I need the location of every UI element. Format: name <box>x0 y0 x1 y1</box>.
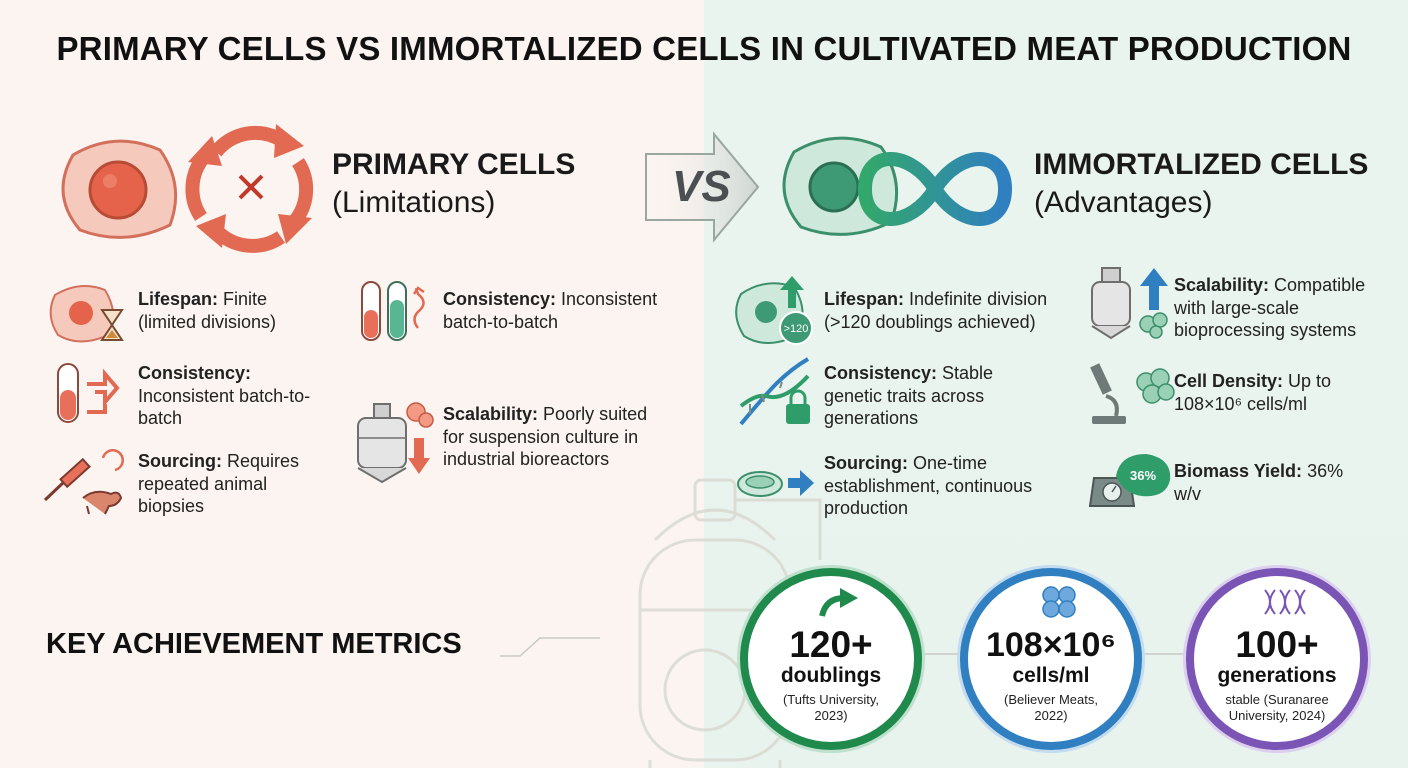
trend-arrow-icon <box>819 588 858 617</box>
dna-lock-icon <box>739 357 810 426</box>
test-tubes-compare-icon <box>361 281 425 341</box>
metric-doublings-value: 120+ <box>789 624 873 665</box>
bioreactor-down-icon <box>357 402 434 484</box>
dna-strands-icon <box>1264 589 1306 615</box>
immortalized-heading: IMMORTALIZED CELLS <box>1034 148 1369 181</box>
cycle-blocked-icon <box>185 124 314 253</box>
primary-item-consistency: Consistency: Inconsistent batch-to-batch <box>138 363 311 428</box>
vs-label: VS <box>672 162 731 211</box>
infinity-icon <box>857 152 1013 226</box>
metric-cell-density: 108×10⁶ cells/ml (Believer Meats, 2022) <box>960 568 1142 750</box>
cell-hourglass-icon <box>49 285 124 343</box>
metric-cell-density-value: 108×10⁶ <box>985 626 1117 664</box>
immortalized-item-consistency: Consistency: Stable genetic traits acros… <box>824 363 994 428</box>
cell-cluster-icon <box>1042 586 1076 618</box>
immortalized-item-lifespan: Lifespan: Indefinite division (>120 doub… <box>824 289 1048 332</box>
immortalized-heading-block: IMMORTALIZED CELLS (Advantages) <box>1034 146 1368 222</box>
immortalized-item-biomass-yield: Biomass Yield: 36% w/v <box>1174 461 1344 504</box>
metrics-heading: KEY ACHIEVEMENT METRICS <box>46 628 462 660</box>
immortalized-item-sourcing: Sourcing: One-time establishment, contin… <box>824 453 1033 518</box>
primary-item-consistency-2: Consistency: Inconsistent batch-to-batch <box>443 289 658 332</box>
metric-generations-value: 100+ <box>1235 624 1319 665</box>
cell-growth-icon-label: >120 <box>784 323 809 335</box>
petri-dish-arrow-icon <box>737 470 814 497</box>
immortalized-item-cell-density: Cell Density: Up to 108×10⁶ cells/ml <box>1174 371 1332 414</box>
metric-cell-density-source: (Believer Meats, 2022) <box>1004 692 1098 723</box>
primary-item-scalability: Scalability: Poorly suited for suspensio… <box>443 404 648 469</box>
scale-biomass-icon-label: 36% <box>1130 468 1156 483</box>
syringe-animal-icon <box>43 449 124 515</box>
immortalized-subheading: (Advantages) <box>1034 186 1213 219</box>
primary-heading-block: PRIMARY CELLS (Limitations) <box>332 146 575 222</box>
immortalized-item-scalability: Scalability: Compatible with large-scale… <box>1174 275 1366 340</box>
scale-biomass-icon: 36% <box>1088 454 1171 507</box>
metric-doublings-source: (Tufts University, 2023) <box>782 692 880 723</box>
metric-cell-density-unit: cells/ml <box>1012 664 1090 687</box>
primary-subheading: (Limitations) <box>332 186 496 219</box>
page-title: PRIMARY CELLS VS IMMORTALIZED CELLS IN C… <box>56 30 1352 67</box>
metric-generations-unit: generations <box>1217 664 1337 687</box>
microscope-cells-icon <box>1090 363 1175 424</box>
vs-arrow-icon <box>645 131 760 243</box>
test-tube-divergent-icon <box>57 363 120 423</box>
metric-generations: 100+ generations stable (Suranaree Unive… <box>1186 568 1368 750</box>
metric-doublings: 120+ doublings (Tufts University, 2023) <box>740 568 922 750</box>
primary-item-sourcing: Sourcing: Requires repeated animal biops… <box>138 451 300 516</box>
metric-generations-source: stable (Suranaree University, 2024) <box>1225 692 1329 723</box>
bioreactor-up-icon <box>1091 267 1168 340</box>
cell-growth-icon: >120 <box>735 276 813 345</box>
metric-doublings-unit: doublings <box>780 664 882 687</box>
primary-cell-icon <box>61 139 178 239</box>
primary-item-lifespan: Lifespan: Finite (limited divisions) <box>138 289 277 332</box>
primary-panel-background <box>0 0 704 768</box>
primary-heading: PRIMARY CELLS <box>332 148 576 181</box>
